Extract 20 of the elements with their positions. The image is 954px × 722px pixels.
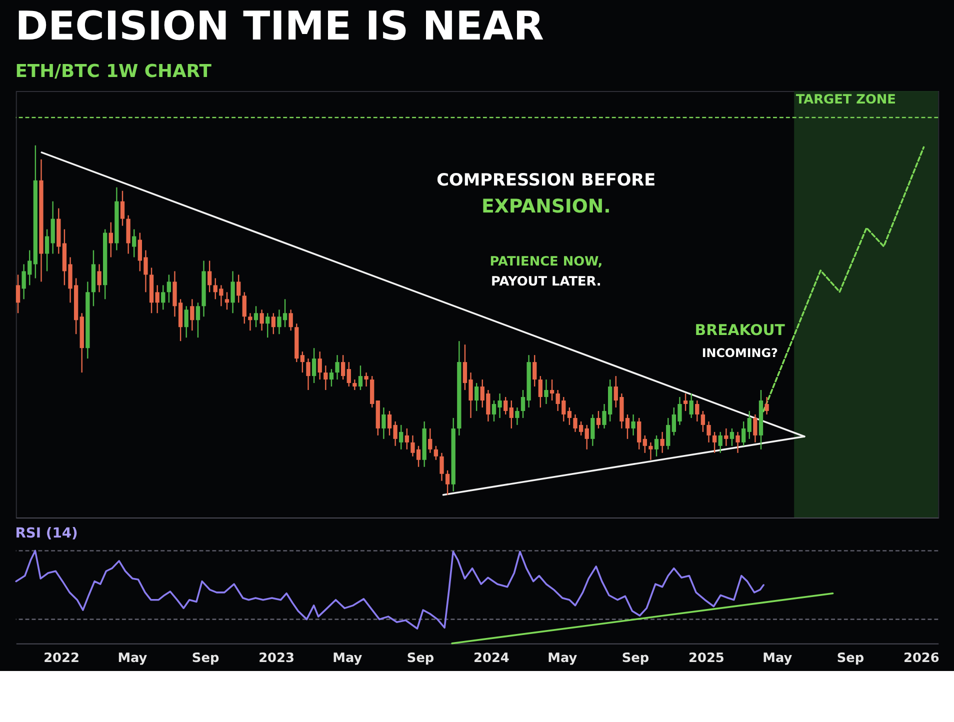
chart-title: RSI (14) (15, 525, 78, 542)
x-tick-label: 2026 (904, 650, 940, 666)
x-tick-label: Sep (192, 650, 220, 666)
x-tick-label: 2022 (44, 650, 80, 666)
annotation: PATIENCE NOW, PAYOUT LATER. (490, 254, 603, 290)
x-tick-label: Sep (836, 650, 864, 666)
x-tick-label: Sep (406, 650, 434, 666)
annotation: COMPRESSION BEFORE EXPANSION. (436, 170, 656, 218)
x-tick-label: May (332, 650, 363, 666)
x-tick-label: May (762, 650, 793, 666)
x-tick-label: Sep (622, 650, 650, 666)
x-tick-label: May (118, 650, 148, 666)
x-tick-label: 2025 (688, 650, 724, 666)
chart-title: DECISION TIME IS NEAR (15, 3, 544, 50)
chart-subtitle: ETH/BTC 1W CHART (15, 61, 212, 82)
x-tick-label: 2023 (258, 650, 294, 666)
x-tick-label: May (548, 650, 578, 666)
ref-line-label: TARGET ZONE (796, 92, 896, 108)
annotation: BREAKOUT INCOMING? (694, 320, 786, 360)
x-tick-label: 2024 (474, 650, 510, 666)
